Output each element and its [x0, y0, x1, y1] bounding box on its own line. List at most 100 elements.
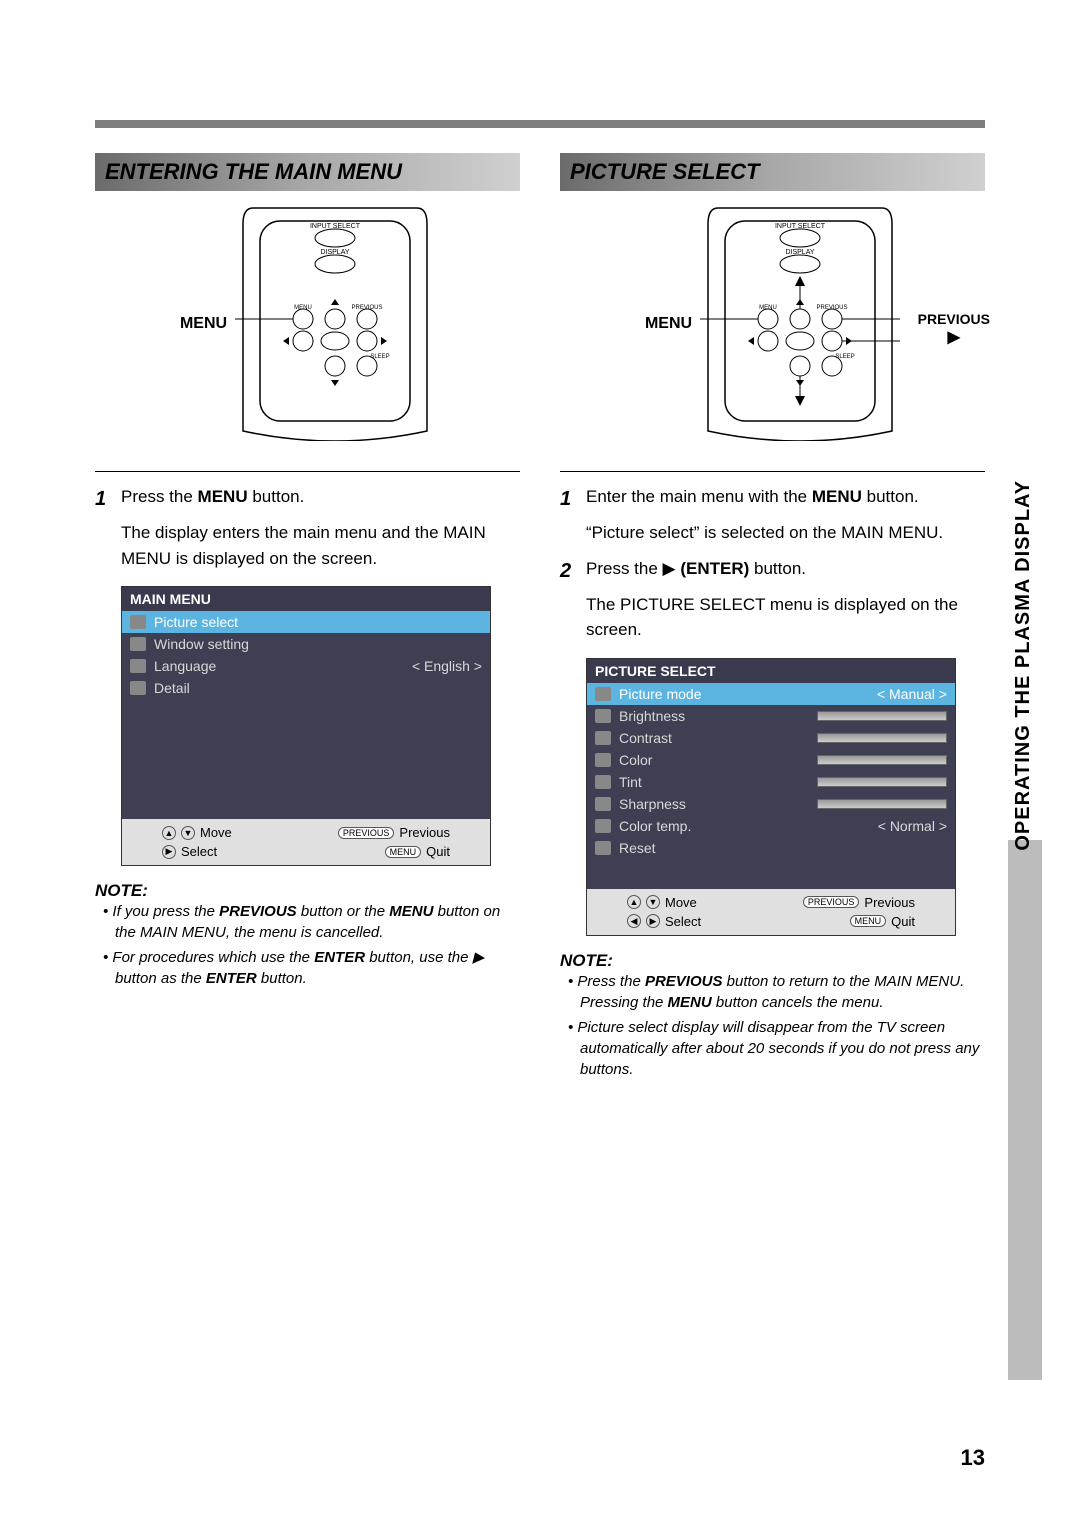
divider: [560, 471, 985, 472]
menu-item-label: Color temp.: [619, 818, 870, 834]
top-bar: [95, 120, 985, 128]
remote-svg-left: INPUT SELECT DISPLAY MENU PREVIOUS SLEEP: [235, 206, 435, 441]
footer-select: ▶ Select: [162, 844, 217, 859]
menu-item-label: Window setting: [154, 636, 482, 652]
two-column-layout: ENTERING THE MAIN MENU MENU INPUT SELECT…: [95, 153, 985, 1084]
side-tab-box: [1008, 840, 1042, 1380]
menu-row: Window setting: [122, 633, 490, 655]
svg-text:PREVIOUS: PREVIOUS: [352, 305, 383, 311]
left-step-1-sub: The display enters the main menu and the…: [121, 520, 520, 571]
menu-item-label: Contrast: [619, 730, 809, 746]
right-column: PICTURE SELECT MENU INPUT SELECT DISPLAY…: [560, 153, 985, 1084]
t: button.: [248, 487, 305, 506]
menu-item-icon: [130, 659, 146, 673]
menu-title: PICTURE SELECT: [587, 659, 955, 683]
menu-item-icon: [130, 615, 146, 629]
slider-bar: [817, 777, 947, 787]
menu-item-icon: [595, 775, 611, 789]
step-text: Press the MENU button.: [121, 484, 520, 514]
svg-text:SLEEP: SLEEP: [370, 354, 389, 360]
footer-quit: MENU Quit: [850, 914, 915, 929]
note-1: • If you press the PREVIOUS button or th…: [115, 901, 520, 943]
menu-item-icon: [595, 753, 611, 767]
menu-item-label: Color: [619, 752, 809, 768]
menu-item-icon: [595, 709, 611, 723]
footer-move: ▲▼ Move: [627, 895, 697, 910]
remote-svg-right: INPUT SELECT DISPLAY MENU PREVIOUS SLEEP: [700, 206, 900, 441]
menu-row: Color: [587, 749, 955, 771]
menu-item-label: Detail: [154, 680, 482, 696]
left-heading: ENTERING THE MAIN MENU: [95, 153, 520, 191]
right-step-2-sub: The PICTURE SELECT menu is displayed on …: [586, 592, 985, 643]
menu-footer: ▲▼ Move PREVIOUS Previous ◀▶ Select MENU…: [587, 889, 955, 935]
note-2: • Picture select display will disappear …: [580, 1017, 985, 1080]
menu-row: Picture mode < Manual >: [587, 683, 955, 705]
picture-select-table: PICTURE SELECT Picture mode < Manual > Bri…: [586, 658, 956, 936]
divider: [95, 471, 520, 472]
menu-row: Color temp. < Normal >: [587, 815, 955, 837]
svg-text:MENU: MENU: [294, 305, 312, 311]
right-step-1-sub: “Picture select” is selected on the MAIN…: [586, 520, 985, 546]
menu-body: Picture select Window setting Language < En…: [122, 611, 490, 699]
slider-bar: [817, 733, 947, 743]
note-heading: NOTE:: [560, 951, 985, 971]
menu-item-icon: [130, 681, 146, 695]
menu-row: Picture select: [122, 611, 490, 633]
menu-item-icon: [595, 731, 611, 745]
menu-item-value: < Normal >: [878, 818, 947, 834]
svg-text:SLEEP: SLEEP: [835, 354, 854, 360]
menu-item-label: Picture mode: [619, 686, 869, 702]
menu-item-label: Tint: [619, 774, 809, 790]
step-number: 1: [560, 484, 578, 514]
menu-item-label: Sharpness: [619, 796, 809, 812]
menu-item-icon: [595, 841, 611, 855]
menu-callout: MENU: [645, 315, 692, 333]
footer-select: ◀▶ Select: [627, 914, 701, 929]
menu-row: Brightness: [587, 705, 955, 727]
note-heading: NOTE:: [95, 881, 520, 901]
menu-row: Language < English >: [122, 655, 490, 677]
footer-previous: PREVIOUS Previous: [803, 895, 915, 910]
note-1: • Press the PREVIOUS button to return to…: [580, 971, 985, 1013]
right-step-1: 1 Enter the main menu with the MENU butt…: [560, 484, 985, 514]
previous-callout: PREVIOUS▶: [918, 311, 990, 347]
slider-bar: [817, 799, 947, 809]
footer-quit: MENU Quit: [385, 844, 450, 859]
menu-spacer: [587, 859, 955, 889]
step-number: 1: [95, 484, 113, 514]
side-tab-label: OPERATING THE PLASMA DISPLAY: [1012, 480, 1035, 851]
svg-text:PREVIOUS: PREVIOUS: [817, 305, 848, 311]
menu-item-icon: [595, 819, 611, 833]
menu-row: Detail: [122, 677, 490, 699]
right-heading: PICTURE SELECT: [560, 153, 985, 191]
remote-diagram-left: MENU INPUT SELECT DISPLAY MENU PREVIOUS: [95, 206, 520, 441]
menu-footer: ▲▼ Move PREVIOUS Previous ▶ Select MENU …: [122, 819, 490, 865]
remote-diagram-right: MENU INPUT SELECT DISPLAY MENU PREVIOUS: [560, 206, 985, 441]
menu-spacer: [122, 699, 490, 819]
menu-row: Sharpness: [587, 793, 955, 815]
step-text: Enter the main menu with the MENU button…: [586, 484, 985, 514]
main-menu-table: MAIN MENU Picture select Window setting La…: [121, 586, 491, 866]
page-number: 13: [961, 1445, 985, 1471]
right-step-2: 2 Press the ▶ (ENTER) button.: [560, 556, 985, 586]
menu-item-label: Brightness: [619, 708, 809, 724]
menu-item-value: < Manual >: [877, 686, 947, 702]
t: Press the: [121, 487, 198, 506]
left-column: ENTERING THE MAIN MENU MENU INPUT SELECT…: [95, 153, 520, 1084]
slider-bar: [817, 711, 947, 721]
menu-callout: MENU: [180, 315, 227, 333]
menu-row: Tint: [587, 771, 955, 793]
menu-item-value: < English >: [412, 658, 482, 674]
note-2: • For procedures which use the ENTER but…: [115, 947, 520, 989]
left-step-1: 1 Press the MENU button.: [95, 484, 520, 514]
footer-previous: PREVIOUS Previous: [338, 825, 450, 840]
menu-item-label: Language: [154, 658, 404, 674]
menu-title: MAIN MENU: [122, 587, 490, 611]
menu-row: Reset: [587, 837, 955, 859]
svg-text:MENU: MENU: [759, 305, 777, 311]
menu-item-label: Reset: [619, 840, 947, 856]
footer-move: ▲▼ Move: [162, 825, 232, 840]
menu-row: Contrast: [587, 727, 955, 749]
menu-item-label: Picture select: [154, 614, 482, 630]
menu-body: Picture mode < Manual > Brightness Contrast…: [587, 683, 955, 859]
